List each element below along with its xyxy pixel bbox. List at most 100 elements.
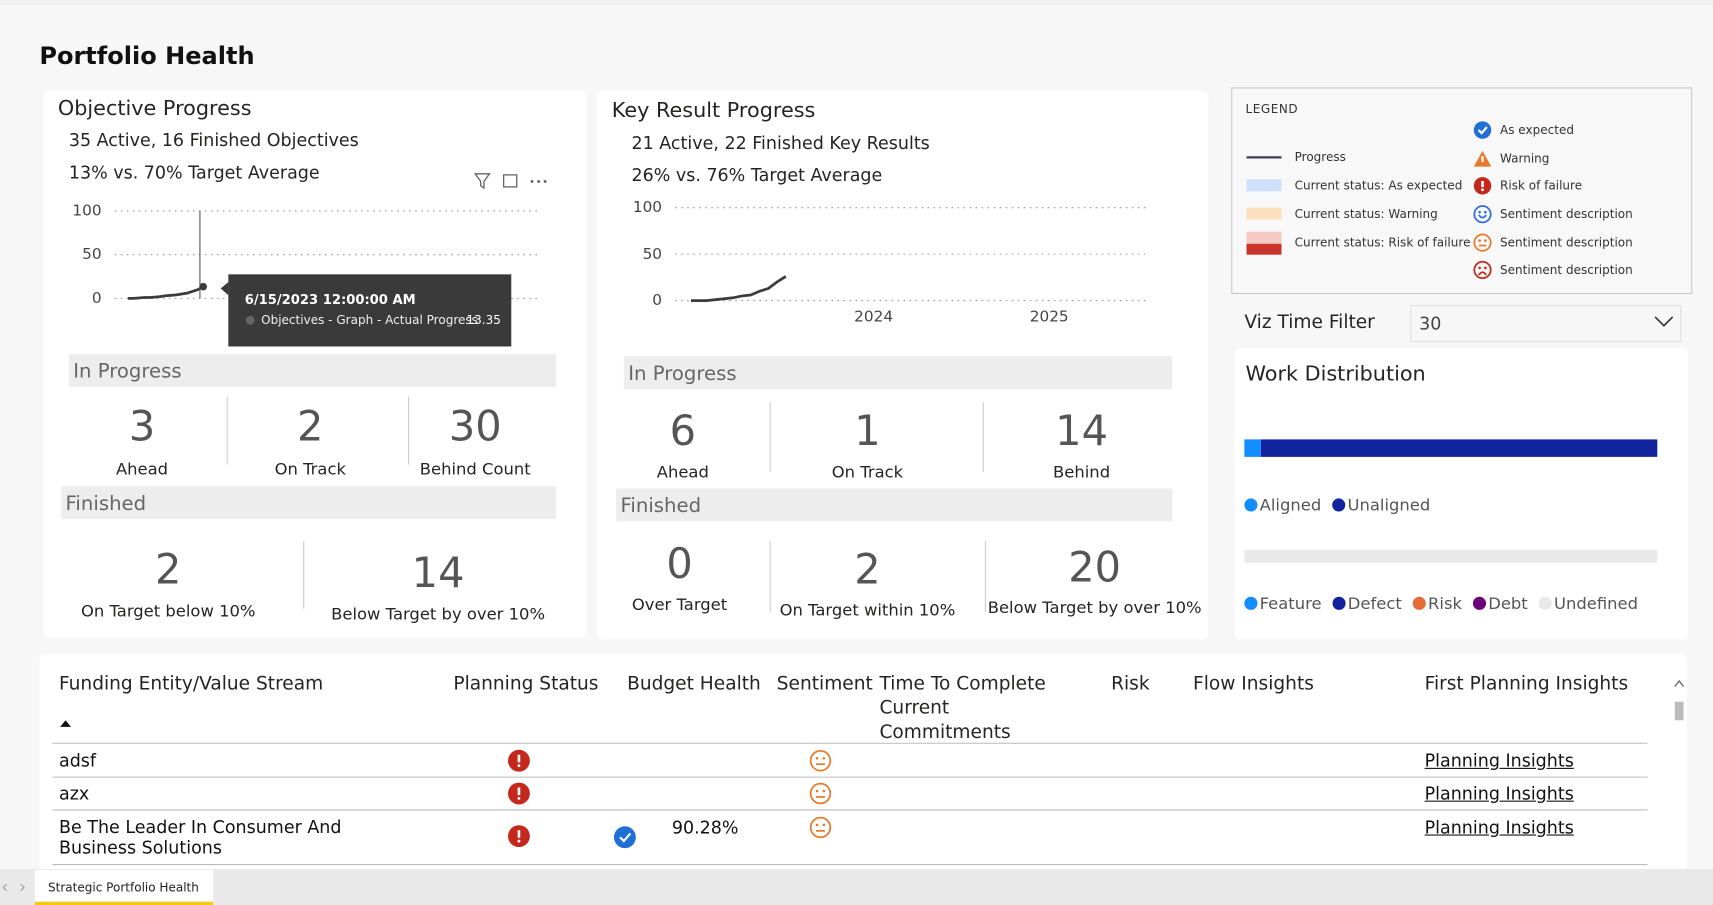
tooltip-series: Objectives - Graph - Actual Progress: [261, 313, 478, 328]
kpi-value: 6: [669, 406, 697, 455]
risk-icon-dot: [1481, 188, 1484, 192]
legend-card: [1231, 87, 1693, 295]
risk-icon-mark: [517, 787, 521, 796]
kpi-label: Below Target by over 10%: [987, 597, 1202, 618]
kpi-value: 1: [854, 406, 881, 455]
tooltip: [228, 274, 512, 347]
section-title: In Progress: [73, 360, 182, 384]
legend-swatch: [1246, 243, 1282, 255]
section-band: [68, 354, 557, 387]
legend-label: As expected: [1500, 122, 1574, 138]
dropdown-chevron: [1654, 316, 1674, 327]
risk-icon-dot: [517, 764, 521, 768]
column-header: Funding Entity/Value Stream: [58, 673, 324, 696]
legend-label: Progress: [1294, 150, 1346, 165]
eye: [822, 756, 826, 760]
legend-dot: [1412, 596, 1426, 610]
legend-label: Sentiment description: [1500, 207, 1633, 222]
kpi-value: 0: [666, 539, 693, 589]
progress-line: [690, 275, 787, 302]
planning-link[interactable]: Planning Insights: [1424, 817, 1574, 838]
section-band: [616, 488, 1173, 522]
more-icon: [530, 180, 534, 183]
sentiment-icon: [809, 816, 832, 839]
sentiment-icon: [1473, 233, 1492, 252]
legend-title: LEGEND: [1245, 102, 1299, 117]
tooltip-date: 6/15/2023 12:00:00 AM: [244, 291, 416, 308]
x-tick-label: 2025: [1029, 308, 1069, 326]
eye: [822, 823, 826, 827]
risk-icon-mark: [517, 754, 521, 763]
sentiment-icon: [809, 750, 832, 772]
eye: [815, 789, 819, 793]
legend-label: Risk: [1428, 593, 1462, 614]
sentiment-icon: [1473, 260, 1492, 280]
kpi-value: 3: [128, 402, 156, 451]
budget-value: 90.28%: [671, 817, 739, 838]
page-tab[interactable]: [34, 870, 214, 905]
card-title: Work Distribution: [1245, 361, 1426, 386]
y-tick-label: 100: [72, 202, 102, 220]
check-icon: [1473, 121, 1492, 139]
summary: 21 Active, 22 Finished Key Results: [631, 132, 930, 154]
legend-label: Sentiment description: [1500, 262, 1633, 278]
mouth: [1478, 271, 1487, 276]
sentiment-icon: [1473, 205, 1492, 224]
mouth: [1478, 214, 1487, 219]
x-tick-label: 2024: [854, 308, 894, 326]
planning-link[interactable]: Planning Insights: [1424, 783, 1574, 804]
card-title: Key Result Progress: [611, 98, 816, 123]
more-icon: [537, 180, 541, 183]
legend-dot: [1332, 498, 1346, 512]
check-mark: [1477, 126, 1488, 135]
kpi-label: Below Target by over 10%: [331, 604, 546, 625]
page-tab-label[interactable]: Strategic Portfolio Health: [48, 880, 199, 895]
more-icon: [543, 180, 547, 183]
work-distribution-card: [1234, 347, 1688, 640]
legend-label: Current status: As expected: [1294, 178, 1463, 193]
kpi-label: On Target within 10%: [779, 600, 956, 620]
card-title: Objective Progress: [57, 96, 252, 121]
page-title: Portfolio Health: [39, 43, 255, 71]
kpi-label: On Track: [831, 462, 904, 483]
section-band: [61, 486, 557, 520]
filter-value[interactable]: 30: [1419, 313, 1442, 334]
legend-label: Debt: [1488, 593, 1528, 614]
eye: [815, 756, 819, 760]
summary: 35 Active, 16 Finished Objectives: [68, 129, 359, 151]
legend-label: Unaligned: [1347, 495, 1431, 515]
kpi-label: Behind: [1053, 462, 1111, 483]
check-icon: [613, 826, 636, 849]
eye: [822, 789, 826, 793]
kpi-value: 14: [411, 548, 465, 597]
kpi-value: 20: [1068, 543, 1122, 592]
legend-dot: [1472, 596, 1487, 610]
legend-label: Current status: Risk of failure: [1294, 235, 1471, 250]
kpi-label: Ahead: [656, 462, 709, 483]
scroll-thumb: [1674, 701, 1684, 721]
y-tick-label: 0: [91, 289, 102, 308]
eye: [1478, 239, 1481, 242]
check-mark: [619, 832, 632, 843]
tooltip-pointer: [220, 281, 229, 296]
filter-dropdown[interactable]: [1410, 304, 1682, 343]
kpi-label: Ahead: [115, 459, 169, 479]
section-title: Finished: [65, 492, 147, 516]
kpi-label: Behind Count: [419, 459, 531, 479]
legend-label: Defect: [1347, 593, 1402, 614]
progress-line: [127, 285, 204, 300]
planning-link[interactable]: Planning Insights: [1424, 750, 1574, 772]
eye: [1484, 266, 1487, 270]
focus-icon: [502, 174, 518, 188]
warning-mark: [1481, 156, 1484, 163]
bar-segment: [1260, 439, 1658, 457]
kpi-label: On Target below 10%: [80, 601, 256, 621]
column-header: First Planning Insights: [1424, 673, 1629, 696]
tab-next: [20, 883, 25, 892]
kpi-value: 30: [448, 402, 502, 451]
legend-label: Aligned: [1259, 495, 1322, 515]
column-header: Budget Health: [627, 673, 761, 696]
eye: [815, 823, 819, 827]
eye: [1484, 239, 1487, 242]
